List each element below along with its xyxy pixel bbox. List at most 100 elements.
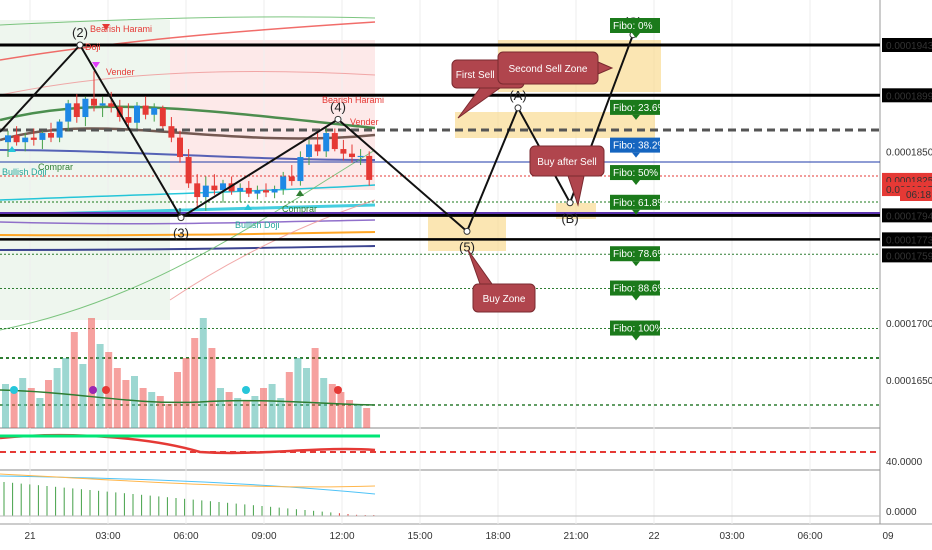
signal-dot [242,386,250,394]
fibo-label: Fibo: 23.6% [613,103,666,114]
ma-ribbons [0,16,376,331]
pattern-label: Comprar [38,162,73,172]
candle-body [151,107,158,115]
ma-line [0,149,376,331]
volume-bar [122,380,130,428]
volume-bar [27,388,35,428]
candle-body [340,149,347,154]
fibo-label: Fibo: 38.2% [613,141,666,152]
candle-body [271,189,278,193]
price-tick: 0.0001650 [886,376,932,387]
volume-bar [346,400,353,428]
volume-bar [277,398,285,428]
pattern-label: Vender [350,117,379,127]
time-tick: 22 [648,531,660,542]
time-tick: 03:00 [95,531,120,542]
price-tick: 0.0001850 [886,147,932,158]
wave-pivot [76,41,84,49]
callout-pointer [467,249,493,285]
candle-body [263,190,269,193]
candle-body [5,135,11,143]
price-tick: 0.0001794 [886,211,932,222]
callout-box [529,145,605,177]
callout-text: Second Sell Zone [509,64,588,75]
down-arrow-icon [92,62,100,68]
price-levels [0,43,880,406]
pattern-label: Comprar [282,204,317,214]
time-tick: 06:00 [797,531,822,542]
candle-body [314,144,321,152]
price-label-bg [882,232,932,247]
price-tick: 0.0001700 [886,319,932,330]
callout-box [472,283,536,313]
pattern-label: Bullish Doji [235,220,280,230]
volume-bar [36,398,44,428]
volume-bar [156,396,164,428]
volume-ma-line [0,389,376,406]
ma-line [0,184,376,201]
volume-bar [337,392,345,428]
volume-bar [303,368,310,428]
candle-body [288,176,295,182]
volume-bar [62,358,70,428]
candle-body [108,103,115,107]
candle-body [159,107,166,127]
fibo-tag [610,320,660,336]
price-label-bg [882,38,932,52]
countdown-label: 06:18 [906,190,931,201]
time-tick: 09:00 [251,531,276,542]
wave-label: (2) [72,25,88,40]
wave-path [0,34,634,234]
price-label-bg [882,88,932,103]
fibo-tag [610,280,660,296]
candle-body [48,133,54,138]
pattern-label: Vender [106,67,135,77]
volume-bar [139,388,147,428]
candle-body [13,135,20,143]
price-label-bg [882,208,932,223]
fibo-label: Fibo: 50% [613,168,658,179]
pattern-label: Bullish Doji [2,167,47,177]
macd-line [0,475,376,495]
candle-body [134,105,140,123]
candle-body [280,176,287,190]
candle-body [194,183,201,198]
price-axis[interactable]: 0.0001943 0.0001899 0.0001850 0.0001825 0.00… [882,38,932,518]
fibo-tag-arrow [632,152,640,158]
up-arrow-icon [244,204,252,210]
candle-body [99,103,106,106]
volume-bar [217,388,224,428]
candle-body [297,157,304,182]
candle-body [211,185,218,191]
volume-bar [131,376,138,428]
fibo-labels: Fibo: 0% Fibo: 23.6% Fibo: 38.2% Fibo: 50% F… [610,18,666,341]
macd-signal-line [0,473,376,488]
rsi-level-label: 40.0000 [886,457,923,468]
volume-bar [363,408,371,428]
candle-body [22,137,29,143]
macd-level-label: 0.0000 [886,507,917,518]
time-axis[interactable]: 21 03:00 06:00 09:00 12:00 15:00 18:00 21:00 22 0… [24,531,894,542]
fibo-tag [610,99,660,115]
volume-bar [251,396,259,428]
candle-body [202,185,209,198]
volume-bar [260,388,267,428]
callout-text: Buy Zone [483,294,526,305]
price-tick: 0.0001825 [886,176,932,187]
wave-label: (A) [509,88,526,103]
fibo-label: Fibo: 100% [613,324,664,335]
candle-body [323,133,330,152]
price-tick: 0.0001773 [886,235,932,246]
signal-dot [334,386,342,394]
volume-bar [225,392,233,428]
volume-bar [268,384,276,428]
candle-body [349,153,355,158]
volume-bar [165,404,173,428]
wave-label: (3) [173,226,189,241]
up-arrow-icon [8,146,16,152]
wave-label: (4) [330,99,346,114]
candle-body [228,183,235,192]
volume-bar [242,400,250,428]
volume-bar [328,384,336,428]
